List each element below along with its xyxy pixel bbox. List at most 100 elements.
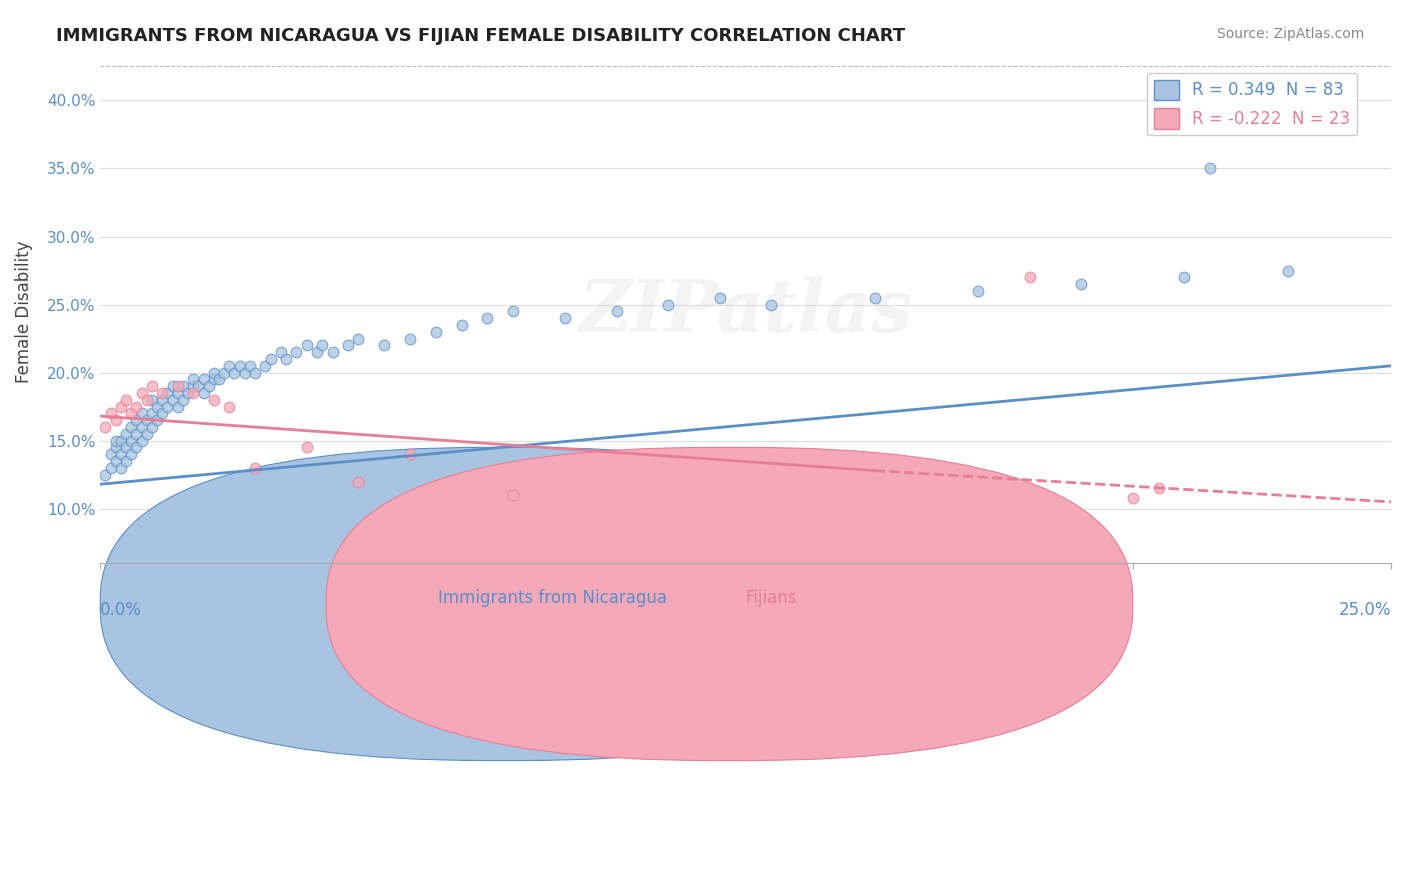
Point	[202, 392, 225, 407]
Point	[166, 400, 188, 414]
Point	[399, 332, 422, 346]
Point	[307, 345, 329, 359]
Point	[156, 400, 179, 414]
Point	[120, 420, 142, 434]
Point	[202, 366, 225, 380]
Point	[146, 400, 169, 414]
Point	[141, 392, 163, 407]
Legend: R = 0.349  N = 83, R = -0.222  N = 23: R = 0.349 N = 83, R = -0.222 N = 23	[1147, 73, 1357, 136]
Point	[254, 359, 277, 373]
Point	[202, 372, 225, 386]
Point	[162, 392, 184, 407]
Point	[177, 386, 200, 401]
Point	[218, 400, 240, 414]
Point	[141, 379, 163, 393]
Point	[967, 284, 990, 298]
Point	[554, 311, 576, 326]
Text: IMMIGRANTS FROM NICARAGUA VS FIJIAN FEMALE DISABILITY CORRELATION CHART: IMMIGRANTS FROM NICARAGUA VS FIJIAN FEMA…	[56, 27, 905, 45]
Point	[1070, 277, 1092, 292]
FancyBboxPatch shape	[100, 448, 907, 761]
Point	[141, 420, 163, 434]
Point	[104, 413, 127, 427]
Point	[270, 345, 292, 359]
Point	[311, 338, 333, 352]
Text: 0.0%: 0.0%	[100, 601, 142, 619]
Point	[135, 413, 157, 427]
Point	[135, 426, 157, 441]
Point	[450, 318, 472, 332]
Text: Source: ZipAtlas.com: Source: ZipAtlas.com	[1216, 27, 1364, 41]
Point	[115, 441, 138, 455]
Point	[150, 407, 173, 421]
Point	[141, 407, 163, 421]
Point	[233, 366, 256, 380]
Text: Fijians: Fijians	[745, 590, 797, 607]
Point	[150, 386, 173, 401]
Point	[1018, 270, 1040, 285]
Point	[373, 338, 395, 352]
Point	[322, 345, 344, 359]
Point	[110, 434, 132, 448]
Point	[274, 351, 297, 366]
Point	[193, 372, 215, 386]
Text: ZIPatlas: ZIPatlas	[578, 276, 912, 347]
Point	[399, 447, 422, 461]
Point	[110, 400, 132, 414]
Point	[347, 332, 370, 346]
Point	[295, 338, 318, 352]
Point	[208, 372, 231, 386]
Point	[110, 461, 132, 475]
FancyBboxPatch shape	[326, 448, 1133, 761]
Point	[224, 366, 246, 380]
Point	[162, 379, 184, 393]
Point	[243, 366, 266, 380]
Point	[337, 338, 360, 352]
Point	[104, 441, 127, 455]
Point	[181, 379, 204, 393]
Point	[104, 434, 127, 448]
Point	[120, 434, 142, 448]
Point	[1199, 161, 1222, 176]
Point	[110, 447, 132, 461]
Point	[172, 379, 194, 393]
Point	[150, 392, 173, 407]
Point	[502, 488, 524, 502]
Text: 25.0%: 25.0%	[1339, 601, 1391, 619]
Point	[1122, 491, 1144, 505]
Point	[100, 447, 122, 461]
Point	[761, 297, 783, 311]
Point	[125, 413, 148, 427]
Point	[187, 379, 209, 393]
Point	[131, 386, 153, 401]
Point	[135, 392, 157, 407]
Point	[502, 304, 524, 318]
Point	[285, 345, 308, 359]
Point	[120, 407, 142, 421]
Point	[115, 426, 138, 441]
Point	[120, 447, 142, 461]
Point	[125, 426, 148, 441]
Point	[100, 461, 122, 475]
Point	[125, 400, 148, 414]
Point	[94, 420, 117, 434]
Point	[1147, 481, 1170, 495]
Point	[115, 392, 138, 407]
Point	[181, 386, 204, 401]
Point	[131, 434, 153, 448]
Point	[172, 392, 194, 407]
Point	[115, 454, 138, 468]
Point	[131, 420, 153, 434]
Point	[197, 379, 219, 393]
Point	[181, 372, 204, 386]
Text: Immigrants from Nicaragua: Immigrants from Nicaragua	[437, 590, 666, 607]
Point	[259, 351, 281, 366]
Point	[477, 311, 499, 326]
Point	[218, 359, 240, 373]
Point	[125, 441, 148, 455]
Point	[94, 467, 117, 482]
Point	[863, 291, 886, 305]
Point	[1173, 270, 1195, 285]
Point	[243, 461, 266, 475]
Point	[146, 413, 169, 427]
Point	[193, 386, 215, 401]
